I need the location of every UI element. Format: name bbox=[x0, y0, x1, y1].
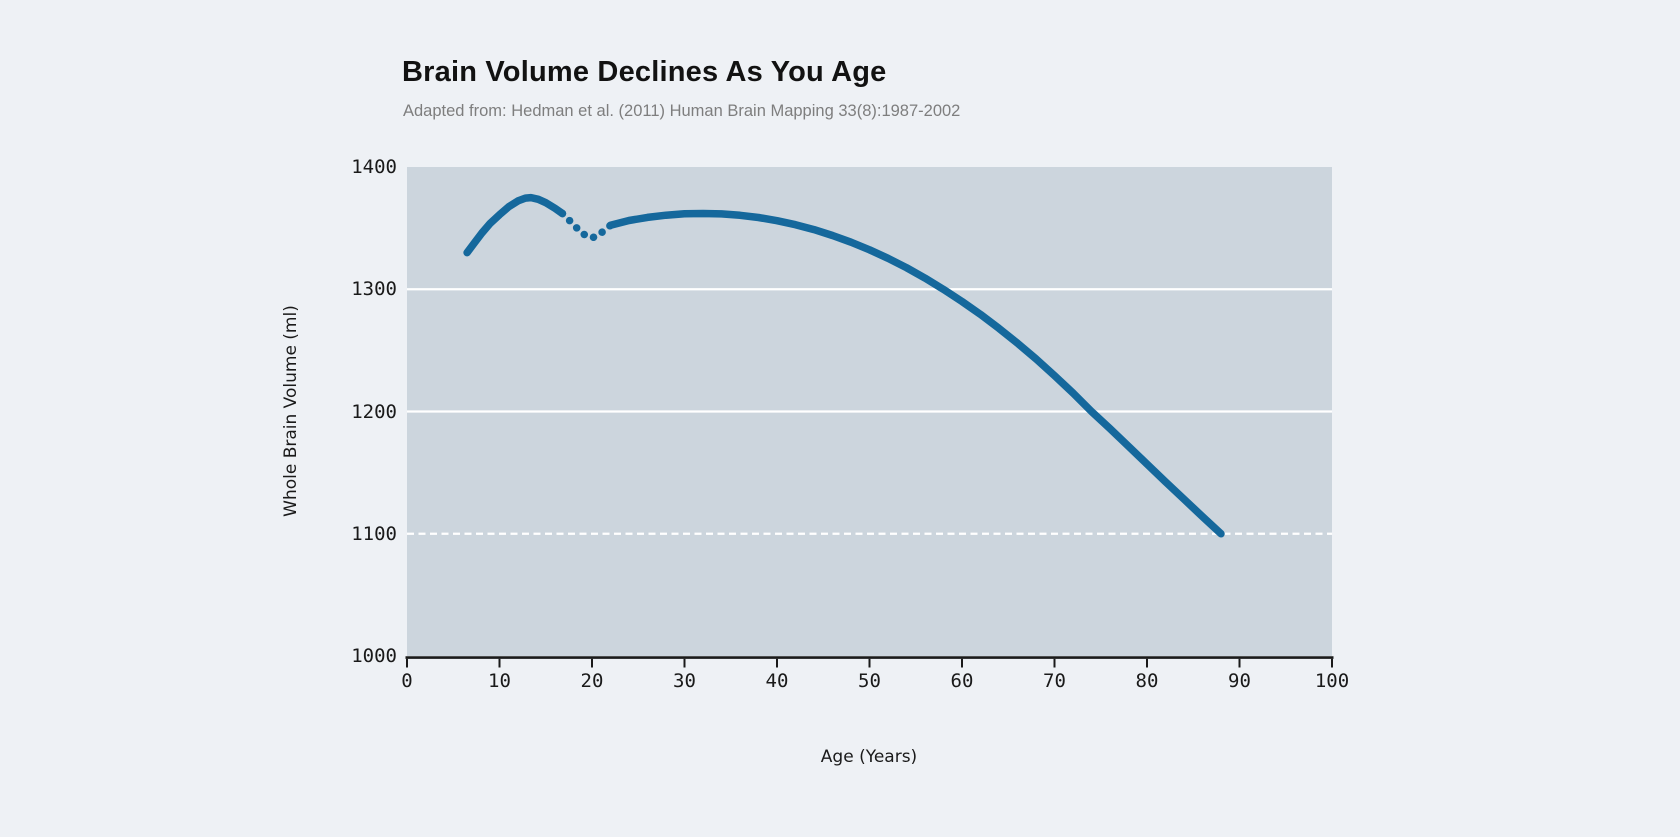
plot-area bbox=[405, 167, 1334, 668]
y-tick-label: 1100 bbox=[351, 522, 397, 545]
y-tick-label: 1400 bbox=[351, 156, 397, 178]
y-tick-label: 1000 bbox=[351, 645, 397, 667]
y-tick-label: 1300 bbox=[351, 278, 397, 301]
x-tick-label: 40 bbox=[765, 670, 789, 692]
x-tick-label: 90 bbox=[1228, 670, 1251, 692]
y-tick-label: 1200 bbox=[351, 400, 397, 423]
curve-segment-adolescent-dip-dashed bbox=[558, 209, 615, 242]
brain-volume-line-chart bbox=[405, 193, 1334, 668]
curve-segment-childhood-rise-solid bbox=[463, 193, 567, 257]
curve-segment-adult-decline-solid bbox=[606, 209, 1225, 538]
x-axis-title: Age (Years) bbox=[820, 747, 918, 767]
x-tick-label: 30 bbox=[673, 670, 696, 692]
x-tick-label: 10 bbox=[488, 670, 511, 692]
bottom-edge-strip bbox=[0, 837, 1680, 840]
x-tick-label: 50 bbox=[858, 670, 881, 692]
x-tick-label: 0 bbox=[401, 670, 413, 692]
x-tick-label: 70 bbox=[1043, 670, 1066, 692]
page-subtitle: Adapted from: Hedman et al. (2011) Human… bbox=[403, 102, 961, 120]
y-axis-title: Whole Brain Volume (ml) bbox=[281, 305, 301, 517]
page-title: Brain Volume Declines As You Age bbox=[402, 56, 887, 88]
x-tick-label: 80 bbox=[1135, 670, 1159, 692]
x-tick-label: 100 bbox=[1314, 670, 1350, 692]
x-tick-label: 60 bbox=[950, 670, 974, 692]
x-tick-label: 20 bbox=[580, 670, 604, 692]
